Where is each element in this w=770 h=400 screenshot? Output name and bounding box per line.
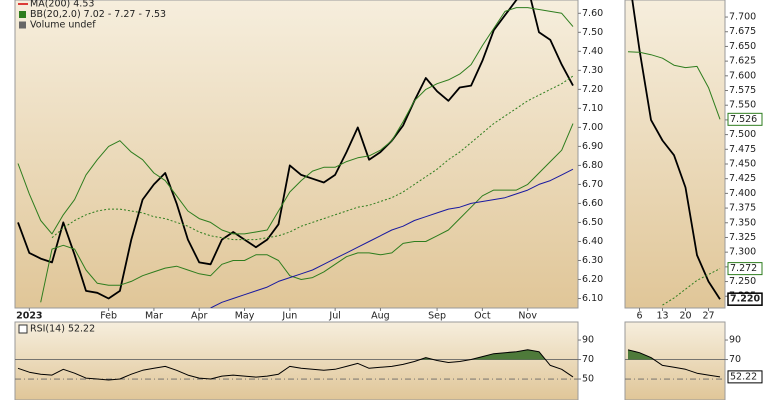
y-tick-label: 7.20 [582,84,603,95]
y-tick-label: 6.50 [582,217,603,228]
x-tick-label: 13 [656,311,668,322]
y-tick-label: 7.625 [729,56,756,67]
series-line [662,268,721,306]
panel: 6.10 6.20 6.30 6.40 6.50 6.60 6.70 6.80 6.90 7.00… [14,0,603,322]
series-line [40,123,574,303]
y-tick-label: 7.325 [729,232,756,243]
x-tick-label: 27 [702,311,714,322]
y-tick-label: 7.40 [582,46,603,57]
legend-marker [19,11,26,18]
series-line [17,7,574,235]
panel: 90 70 52.22 [624,321,763,400]
y-tick-label: 7.10 [582,103,603,114]
x-tick-label: Aug [371,311,390,322]
y-tick-label: 70 [729,354,741,365]
series-line [51,75,574,241]
y-tick-label: 7.60 [582,8,603,19]
y-tick-label: 6.40 [582,236,603,247]
end-label: 7.272 [730,263,757,274]
end-label: 52.22 [730,371,757,382]
x-tick-label: Apr [191,311,208,322]
y-tick-label: 7.375 [729,203,756,214]
y-tick-label: 7.500 [729,129,756,140]
end-label-box [727,370,763,384]
y-tick-label: 90 [582,335,594,346]
x-tick-label: 2023 [16,311,42,322]
x-tick-label: 6 [636,311,642,322]
x-tick-label: Mar [145,311,163,322]
panel-background [14,0,579,309]
series-line [17,0,574,300]
end-label-box [727,112,763,126]
y-tick-label: 7.650 [729,41,756,52]
x-tick-label: Sep [428,311,446,322]
y-tick-label: 7.425 [729,173,756,184]
legend-label: BB(20,2.0) 7.02 - 7.27 - 7.53 [30,9,166,20]
end-label-box [727,262,763,276]
panel-background [624,0,726,309]
panel-title: RSI(14) 52.22 [30,324,95,335]
y-tick-label: 50 [582,374,594,385]
y-tick-label: 7.700 [729,12,756,23]
series-line [631,0,721,300]
y-tick-label: 7.575 [729,85,756,96]
y-tick-label: 7.300 [729,247,756,258]
x-tick-label: Feb [100,311,117,322]
series-line [627,51,721,120]
y-tick-label: 7.450 [729,158,756,169]
legend-marker [19,21,26,29]
y-tick-label: 7.400 [729,188,756,199]
y-tick-label: 7.600 [729,70,756,81]
y-tick-label: 6.80 [582,160,603,171]
legend-label: Volume undef [30,20,96,31]
series-line [627,349,721,378]
panel: 7.2257.2507.2757.3007.3257.3507.3757.400… [624,0,763,322]
panel: 90 70 50 RSI(14) 52.22 [14,321,594,400]
y-tick-label: 90 [729,335,741,346]
y-tick-label: 7.675 [729,26,756,37]
title-icon [18,324,28,334]
x-tick-label: 20 [679,311,691,322]
x-tick-label: Nov [518,311,537,322]
y-tick-label: 6.30 [582,255,603,266]
panel-background [624,321,726,400]
y-tick-label: 7.50 [582,27,603,38]
overbought-fill [628,349,654,360]
legend-label: MA(200) 4.53 [30,0,94,10]
end-label: 7.526 [730,114,757,125]
y-tick-label: 7.550 [729,100,756,111]
y-tick-label: 7.350 [729,217,756,228]
y-tick-label: 6.70 [582,179,603,190]
x-tick-label: Jun [281,311,297,322]
y-tick-label: 7.30 [582,65,603,76]
y-tick-label: 7.475 [729,144,756,155]
y-tick-label: 70 [582,354,594,365]
end-label-box [727,292,763,306]
series-line [210,168,574,308]
y-tick-label: 6.20 [582,274,603,285]
series-line [17,349,574,381]
x-tick-label: Oct [474,311,491,322]
x-tick-label: May [235,311,255,322]
end-label: 7.220 [730,294,760,305]
panel-background [14,321,579,400]
y-tick-label: 7.250 [729,276,756,287]
x-tick-label: Jul [328,311,340,322]
y-tick-label: 7.00 [582,122,603,133]
y-tick-label: 6.10 [582,293,603,304]
y-tick-label: 6.60 [582,198,603,209]
y-tick-label: 6.90 [582,141,603,152]
